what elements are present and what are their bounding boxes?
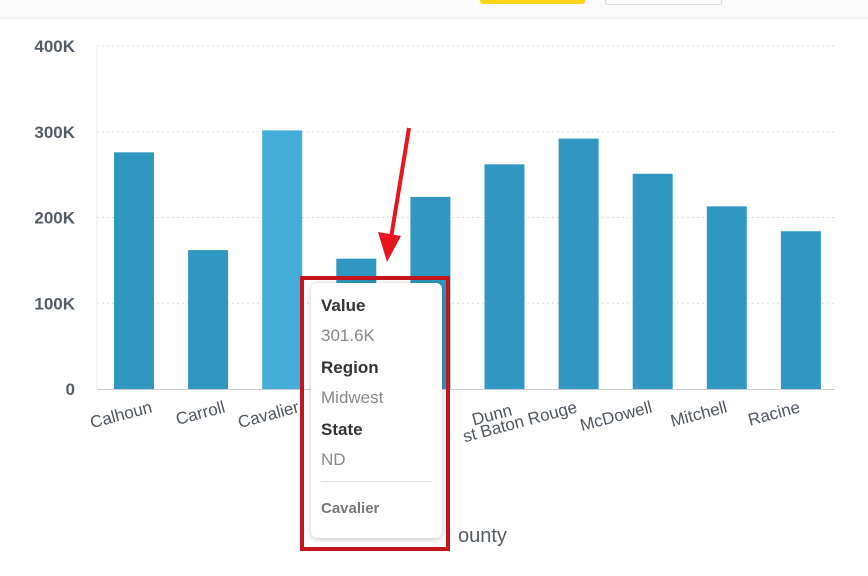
secondary-button[interactable]: [605, 0, 722, 5]
tooltip-state-label: State: [321, 420, 363, 439]
tooltip-region-label: Region: [321, 358, 379, 377]
tooltip: Value 301.6K Region Midwest State ND Cav…: [311, 283, 442, 538]
tooltip-value-label: Value: [321, 296, 366, 315]
bar[interactable]: [632, 173, 673, 389]
y-tick-label: 300K: [34, 123, 75, 142]
y-tick-label: 0: [66, 380, 75, 399]
bar[interactable]: [188, 250, 229, 389]
y-tick-label: 200K: [34, 209, 75, 228]
tooltip-footer: Cavalier: [321, 500, 380, 517]
bar[interactable]: [706, 206, 747, 389]
x-tick-label: Calhoun: [88, 398, 154, 433]
bar[interactable]: [262, 130, 303, 390]
bar[interactable]: [114, 152, 154, 389]
x-axis-title: ounty: [458, 525, 507, 547]
bar[interactable]: [558, 138, 599, 389]
y-tick-label: 400K: [34, 37, 75, 56]
bar[interactable]: [484, 164, 525, 389]
x-tick-label: Racine: [746, 398, 802, 430]
tooltip-region: Midwest: [321, 388, 384, 407]
x-tick-label: Mitchell: [668, 398, 729, 431]
y-axis-ticks: 0 100K 200K 300K 400K: [34, 37, 75, 399]
x-tick-label: Carroll: [174, 398, 227, 429]
y-tick-label: 100K: [34, 294, 75, 313]
tooltip-value: 301.6K: [321, 326, 375, 345]
bars: [114, 130, 821, 390]
bar[interactable]: [780, 231, 821, 389]
x-tick-label: McDowell: [578, 398, 654, 435]
tooltip-divider: [321, 481, 432, 482]
tooltip-state: ND: [321, 450, 346, 469]
annotation-arrow: [378, 127, 411, 262]
x-tick-label: Cavalier: [236, 397, 301, 432]
primary-button[interactable]: [480, 0, 585, 4]
